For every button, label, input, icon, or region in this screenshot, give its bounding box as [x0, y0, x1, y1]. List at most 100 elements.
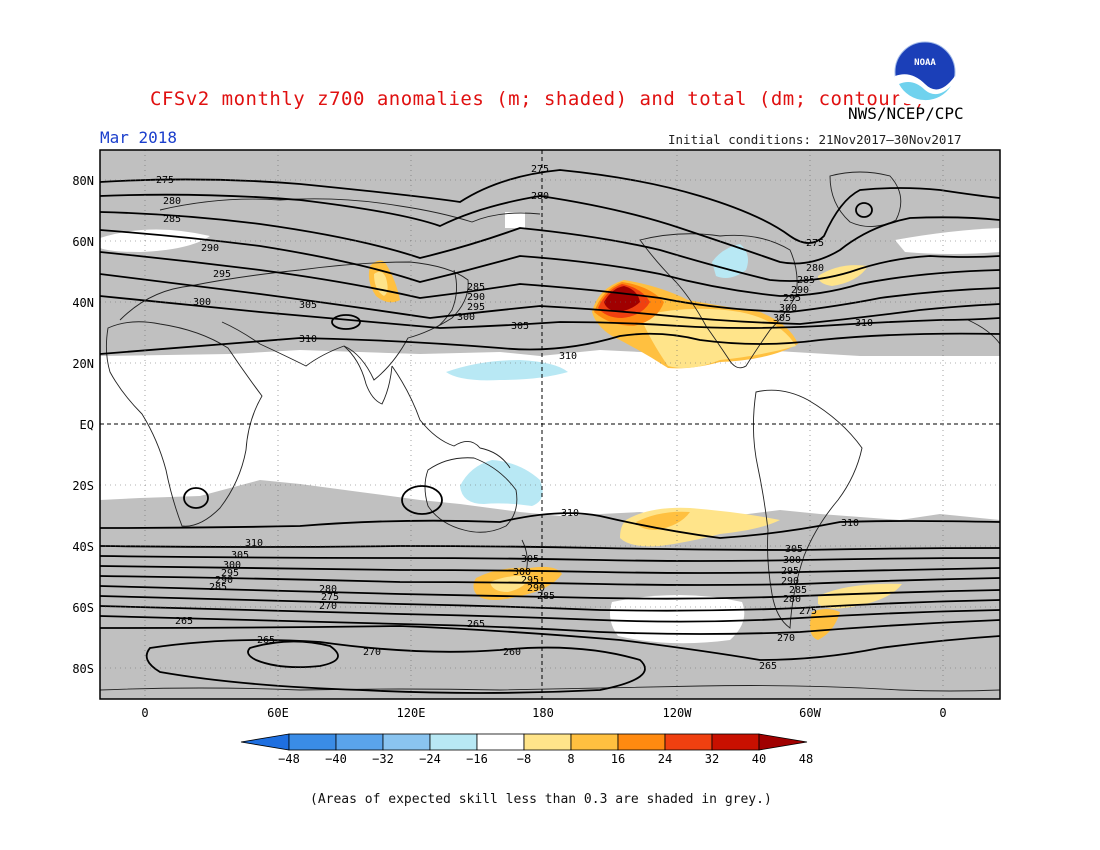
contour-label-290d: 290 [215, 575, 233, 586]
colorbar-label: −24 [419, 752, 441, 766]
colorbar-label: 48 [799, 752, 813, 766]
contour-label-305a: 305 [299, 300, 317, 311]
lat-label: 60N [72, 235, 94, 249]
japan-coast [435, 269, 457, 329]
africa-coast [105, 321, 263, 527]
lon-label: 120W [663, 706, 693, 720]
contour-label-270d: 270 [319, 601, 337, 612]
colorbar-label: 16 [611, 752, 625, 766]
contour-label-305e: 305 [521, 554, 539, 565]
lat-axis: 80N 60N 40N 20N EQ 20S 40S 60S 80S [72, 174, 94, 676]
contour-label-285f: 285 [789, 585, 807, 596]
contour-label-295e: 295 [521, 575, 539, 586]
contour-285-n [100, 211, 1000, 282]
contour-label-310d: 310 [245, 538, 263, 549]
antarctic-coast [100, 685, 1000, 692]
colorbar-swatch [711, 733, 760, 751]
lon-label: 120E [397, 706, 426, 720]
africa-coast-east [967, 319, 1000, 345]
contour-label-285e: 285 [537, 591, 555, 602]
contour-265-loop [247, 640, 339, 669]
contour-295-s [100, 565, 1000, 574]
contour-label-305d: 305 [231, 550, 249, 561]
greenland-coast [829, 171, 902, 227]
graticule [100, 150, 1000, 699]
anomaly-s-atlantic [818, 583, 902, 609]
colorbar-label: −40 [325, 752, 347, 766]
colorbar-label: 40 [752, 752, 766, 766]
contour-label-260e: 260 [503, 647, 521, 658]
contour-label-300a: 300 [193, 297, 211, 308]
lat-label: 80N [72, 174, 94, 188]
contour-label-300f: 300 [783, 555, 801, 566]
colorbar-swatch [335, 733, 384, 751]
contour-285-s [100, 585, 1000, 600]
contour-300-s [100, 555, 1000, 562]
colorbar-swatch [570, 733, 619, 751]
anomaly-s-tasman-inner [490, 575, 530, 592]
contour-label-305f: 305 [785, 544, 803, 555]
contour-290-s [100, 575, 1000, 586]
contour-label-265f: 265 [759, 661, 777, 672]
colorbar-label: 32 [705, 752, 719, 766]
contour-label-295f: 295 [781, 566, 799, 577]
contour-label-280a: 280 [163, 196, 181, 207]
contour-label-265e: 265 [467, 619, 485, 630]
contour-label-275f: 275 [799, 606, 817, 617]
colorbar-swatch [382, 733, 431, 751]
logo-text: NOAA [914, 58, 936, 68]
contour-label-290e: 290 [527, 583, 545, 594]
contour-label-300e: 300 [513, 567, 531, 578]
colorbar-arrow-low [240, 733, 290, 751]
anomaly-s-pacific-24 [636, 511, 690, 530]
contour-300-n [100, 273, 1000, 325]
contour-270-s [100, 615, 1000, 635]
colorbar-swatch [288, 733, 337, 751]
lat-label: 40S [72, 540, 94, 554]
coastlines [100, 171, 1000, 692]
contour-label-295b: 295 [467, 302, 485, 313]
contour-label-275b: 275 [531, 164, 549, 175]
contour-label-310b: 310 [559, 351, 577, 362]
contour-label-275d: 275 [321, 592, 339, 603]
colorbar-label: 24 [658, 752, 672, 766]
tropical-skill-band [100, 350, 1000, 520]
contour-label-280f: 280 [783, 594, 801, 605]
contour-label-280c: 280 [806, 263, 824, 274]
contour-310-s [100, 512, 1000, 539]
south-america-coast [752, 389, 863, 629]
agency-label: NWS/NCEP/CPC [848, 104, 964, 123]
contour-label-290f: 290 [781, 576, 799, 587]
lon-label: 180 [532, 706, 554, 720]
lon-label: 0 [141, 706, 148, 720]
contour-label-305b: 305 [511, 321, 529, 332]
contour-280-n [100, 193, 1000, 265]
colorbar-swatch [429, 733, 478, 751]
contour-label-280b: 280 [531, 191, 549, 202]
initial-conditions: Initial conditions: 21Nov2017–30Nov2017 [668, 132, 962, 147]
contour-loop-africa [183, 487, 209, 509]
contour-label-310c: 310 [855, 318, 873, 329]
newzealand-coast [521, 539, 528, 573]
map-title: CFSv2 monthly z700 anomalies (m; shaded)… [150, 88, 927, 110]
colorbar-label: −8 [517, 752, 531, 766]
north-america-coast [639, 233, 798, 369]
contour-label-305c: 305 [773, 313, 791, 324]
lat-label: 80S [72, 662, 94, 676]
contour-label-265d: 265 [175, 616, 193, 627]
colorbar-swatch [664, 733, 713, 751]
contour-label-295d: 295 [221, 568, 239, 579]
contour-label-295a: 295 [213, 269, 231, 280]
skill-footnote: (Areas of expected skill less than 0.3 a… [310, 792, 772, 807]
contour-loop-australia [401, 485, 443, 515]
contour-290-n [100, 229, 1000, 297]
contour-275-s [100, 605, 1000, 623]
lat-label: 40N [72, 296, 94, 310]
contour-label-270f: 270 [777, 633, 795, 644]
contour-280-s [100, 595, 1000, 612]
colorbar-swatch [617, 733, 666, 751]
contour-label-275c: 275 [806, 238, 824, 249]
colorbar-label: −32 [372, 752, 394, 766]
contour-label-270e: 270 [363, 647, 381, 658]
